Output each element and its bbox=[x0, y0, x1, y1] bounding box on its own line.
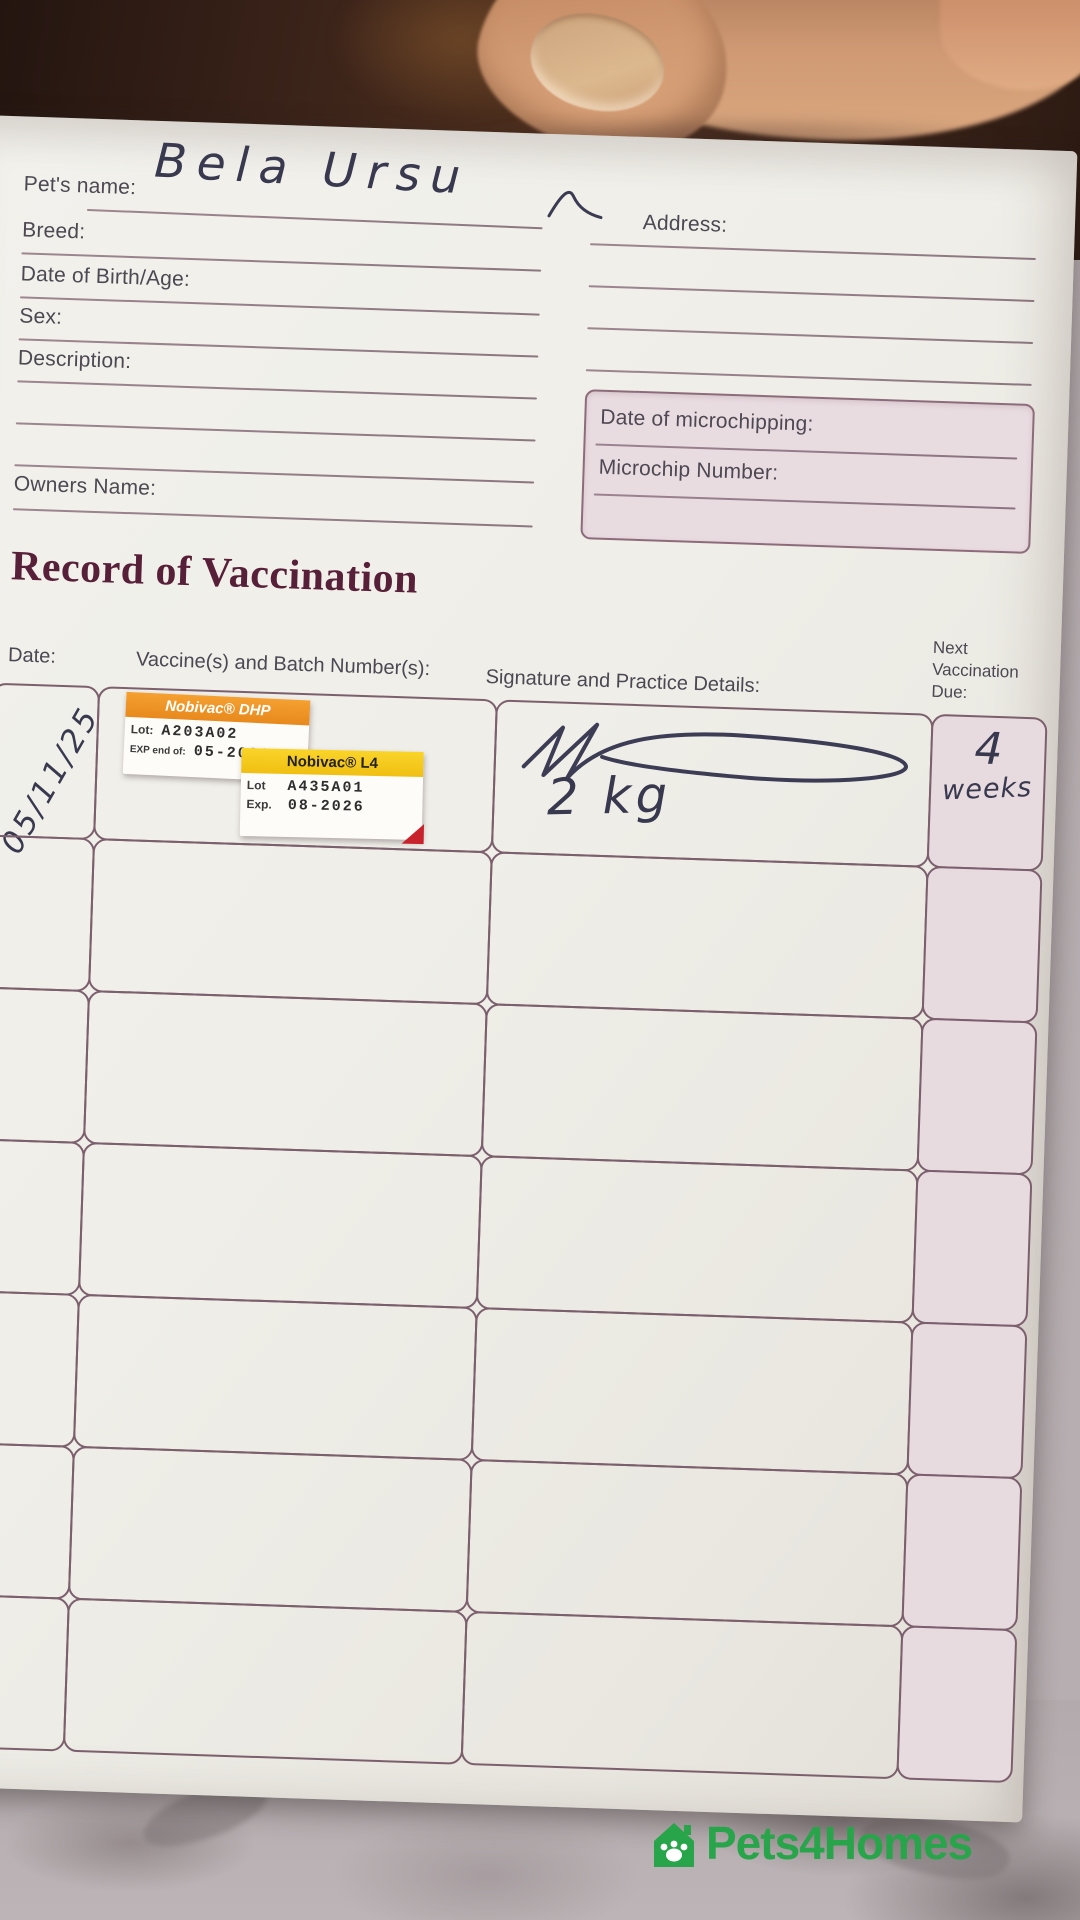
form-line bbox=[593, 493, 1016, 510]
vaccination-record-page: Pet's name: Bela Ursu Breed: Date of Bir… bbox=[0, 115, 1078, 1823]
signature-cell bbox=[480, 1003, 924, 1172]
col-header-vaccine: Vaccine(s) and Batch Number(s): bbox=[135, 648, 431, 681]
date-cell bbox=[0, 1138, 86, 1296]
next-due-handwritten: 4 bbox=[973, 723, 1004, 776]
form-line bbox=[585, 369, 1032, 386]
description-label: Description: bbox=[17, 346, 132, 374]
pets4homes-logo: Pets4Homes bbox=[648, 1816, 973, 1870]
next-due-cell-row1: 4 weeks bbox=[926, 713, 1048, 872]
lot-label: Lot: bbox=[130, 722, 154, 738]
signature-scribble bbox=[521, 722, 908, 783]
address-label: Address: bbox=[642, 210, 728, 237]
sticker-red-corner bbox=[401, 823, 425, 845]
record-of-vaccination-heading: Record of Vaccination bbox=[10, 543, 419, 603]
vaccine-sticker-l4: Nobivac® L4 Lot A435A01 Exp. 08-2026 bbox=[239, 747, 425, 845]
signature-cell bbox=[475, 1155, 919, 1324]
next-due-cell bbox=[896, 1625, 1018, 1784]
next-due-cell bbox=[916, 1017, 1038, 1176]
vaccine-cell bbox=[62, 1597, 468, 1765]
next-due-cell bbox=[901, 1473, 1023, 1632]
col-header-signature: Signature and Practice Details: bbox=[485, 666, 761, 698]
vaccination-table: 05/11/25 Nobivac® DHP Lot: A203A02 EXP e… bbox=[0, 682, 1048, 1784]
signature-cell bbox=[465, 1458, 909, 1628]
lot-value: A203A02 bbox=[161, 722, 239, 744]
vaccine-cell bbox=[87, 838, 493, 1006]
pen-mark bbox=[547, 190, 603, 220]
form-line bbox=[590, 243, 1036, 261]
date-cell bbox=[0, 1290, 80, 1448]
date-cell bbox=[0, 1594, 70, 1752]
vaccine-cell bbox=[82, 990, 488, 1158]
signature-cell bbox=[485, 851, 929, 1020]
form-line bbox=[587, 327, 1034, 344]
lot-value: A435A01 bbox=[287, 777, 365, 797]
exp-value: 08-2026 bbox=[287, 796, 365, 816]
sex-label: Sex: bbox=[18, 304, 63, 329]
col-header-next-due: Next Vaccination Due: bbox=[931, 637, 1020, 702]
exp-label: EXP end of: bbox=[129, 743, 186, 758]
form-line bbox=[19, 296, 540, 316]
next-due-handwritten: weeks bbox=[941, 772, 1033, 807]
date-cell bbox=[0, 986, 91, 1144]
form-line bbox=[86, 208, 543, 230]
date-cell-row1: 05/11/25 bbox=[0, 682, 107, 860]
signature-cell bbox=[460, 1610, 904, 1780]
weight-handwritten: 2 kg bbox=[546, 765, 672, 827]
next-due-cell bbox=[911, 1169, 1033, 1328]
pets-name-label: Pet's name: bbox=[23, 172, 137, 200]
pets-name-handwritten: Bela Ursu bbox=[153, 133, 472, 206]
vaccine-cell-row1: Nobivac® DHP Lot: A203A02 EXP end of: 05… bbox=[93, 686, 498, 854]
col-header-date: Date: bbox=[7, 644, 57, 668]
next-due-cell bbox=[921, 865, 1043, 1024]
lot-label: Lot bbox=[246, 778, 266, 793]
vaccine-cell bbox=[72, 1293, 478, 1462]
microchip-box: Date of microchipping: Microchip Number: bbox=[580, 389, 1036, 554]
form-line bbox=[15, 422, 536, 442]
exp-label: Exp. bbox=[246, 796, 272, 812]
form-line bbox=[588, 285, 1035, 302]
vaccine-cell bbox=[67, 1445, 473, 1613]
microchip-number-label: Microchip Number: bbox=[598, 455, 779, 485]
signature-cell bbox=[470, 1307, 914, 1476]
pets4homes-logo-text: Pets4Homes bbox=[706, 1817, 973, 1869]
pets4homes-house-paw-icon bbox=[654, 1823, 694, 1867]
vaccine-cell bbox=[77, 1141, 483, 1310]
form-line bbox=[12, 508, 533, 528]
hand bbox=[420, 0, 1080, 178]
date-cell bbox=[0, 1442, 75, 1600]
signature-cell-row1: 2 kg bbox=[490, 699, 934, 868]
next-due-cell bbox=[906, 1321, 1028, 1480]
dob-label: Date of Birth/Age: bbox=[20, 262, 191, 291]
owners-name-label: Owners Name: bbox=[13, 472, 157, 500]
form-line bbox=[17, 380, 537, 400]
date-cell bbox=[0, 834, 96, 993]
microchip-date-label: Date of microchipping: bbox=[599, 405, 814, 436]
breed-label: Breed: bbox=[21, 218, 86, 244]
